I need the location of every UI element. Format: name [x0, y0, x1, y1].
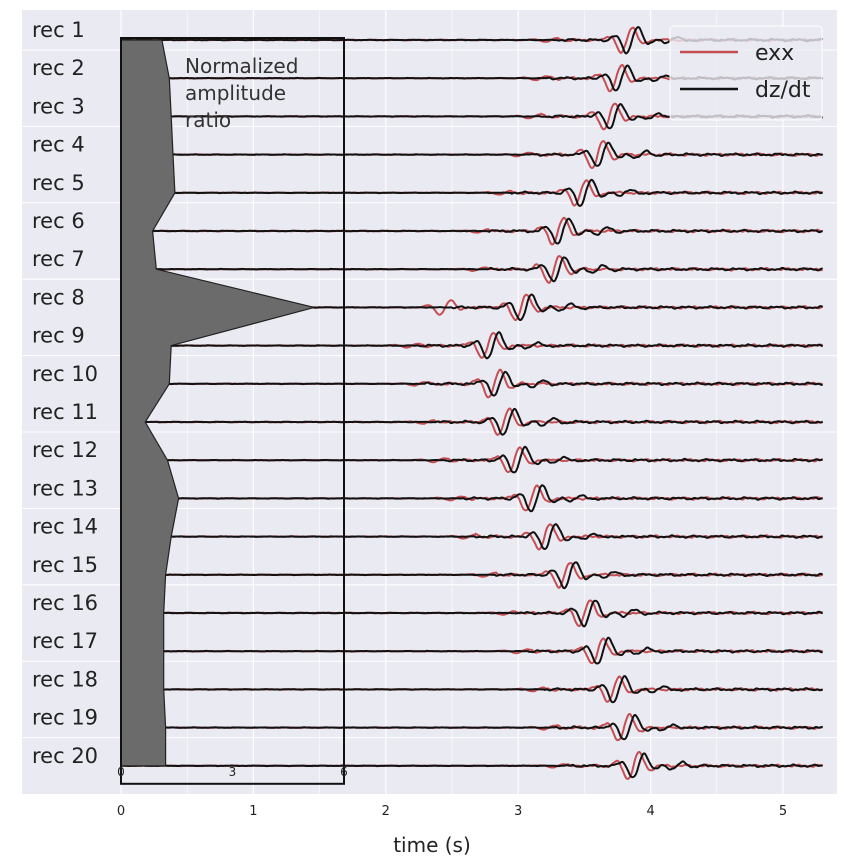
receiver-label: rec 10 [32, 362, 98, 386]
receiver-label: rec 12 [32, 438, 98, 462]
inset-frame [120, 37, 345, 785]
inset-label-line: amplitude [185, 81, 286, 105]
trace-dzdt [120, 714, 823, 741]
trace-dzdt [121, 523, 823, 551]
grid [22, 10, 837, 794]
trace-dzdt [121, 636, 823, 665]
trace-dzdt [120, 599, 823, 628]
x-tick-label: 2 [382, 804, 390, 819]
receiver-label: rec 8 [32, 285, 85, 309]
receiver-label: rec 17 [32, 629, 98, 653]
x-tick-label: 0 [117, 804, 125, 819]
legend: exx dz/dt [669, 25, 823, 121]
receiver-label: rec 15 [32, 553, 98, 577]
trace-dzdt [121, 752, 823, 779]
trace-dzdt [121, 675, 824, 704]
trace-dzdt [121, 178, 824, 207]
receiver-label: rec 16 [32, 591, 98, 615]
trace-dzdt [121, 141, 824, 167]
inset-label-line: Normalized [185, 54, 298, 78]
x-tick-label: 1 [249, 804, 257, 819]
trace-dzdt [120, 445, 823, 474]
trace-dzdt [121, 407, 824, 436]
inset-tick-label: 0 [117, 765, 125, 779]
receiver-label: rec 20 [32, 744, 98, 768]
receiver-label: rec 14 [32, 515, 98, 539]
receiver-label: rec 11 [32, 400, 98, 424]
receiver-label: rec 9 [32, 324, 85, 348]
trace-dzdt [121, 256, 823, 283]
legend-label: exx [755, 41, 794, 66]
x-tick-label: 3 [514, 804, 522, 819]
trace-dzdt [120, 331, 824, 360]
x-axis-label: time (s) [393, 833, 471, 857]
receiver-label: rec 1 [32, 18, 85, 42]
receiver-label: rec 19 [32, 706, 98, 730]
x-axis-ticks: 0 1 2 3 4 5 [117, 804, 787, 819]
inset-tick-label: 3 [229, 765, 237, 779]
receiver-label: rec 3 [32, 94, 85, 118]
trace-dzdt [120, 561, 823, 590]
receiver-label: rec 6 [32, 209, 85, 233]
receiver-label: rec 18 [32, 667, 98, 691]
inset-tick-label: 6 [340, 765, 348, 779]
legend-box [669, 25, 823, 121]
receiver-label: rec 2 [32, 56, 85, 80]
receiver-labels: rec 1 rec 2 rec 3 rec 4 rec 5 rec 6 rec 7 rec 8… [32, 18, 98, 768]
trace-dzdt [120, 370, 823, 397]
receiver-label: rec 4 [32, 133, 85, 157]
x-tick-label: 4 [646, 804, 654, 819]
legend-label: dz/dt [755, 78, 811, 103]
receiver-label: rec 7 [32, 247, 85, 271]
x-tick-label: 5 [779, 804, 787, 819]
trace-dzdt [120, 217, 823, 245]
amplitude-ratio-area [120, 39, 315, 767]
receiver-label: rec 5 [32, 171, 85, 195]
amplitude-inset: Normalized amplitude ratio 0 3 6 [117, 37, 348, 785]
inset-label-line: ratio [185, 108, 231, 132]
receiver-label: rec 13 [32, 476, 98, 500]
trace-dzdt [121, 484, 823, 513]
